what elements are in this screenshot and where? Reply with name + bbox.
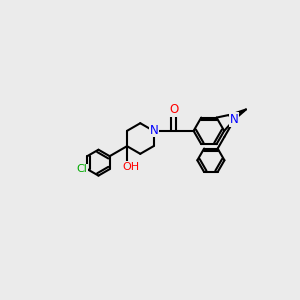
Text: N: N bbox=[149, 123, 158, 136]
Text: OH: OH bbox=[123, 162, 140, 172]
Text: O: O bbox=[169, 103, 178, 116]
Text: Cl: Cl bbox=[76, 164, 87, 174]
Text: N: N bbox=[230, 113, 239, 126]
Text: N: N bbox=[150, 124, 158, 137]
